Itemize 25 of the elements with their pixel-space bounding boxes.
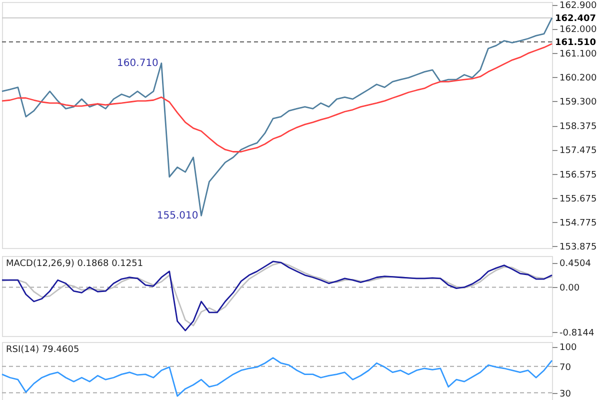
y-tick-label: -0.8144: [560, 328, 595, 338]
y-tick-label: 157.475: [560, 146, 597, 156]
annotation: 160.710: [117, 58, 158, 70]
y-tick-label: 70: [560, 362, 572, 373]
y-tick-label: 100: [560, 343, 577, 354]
line-series: [1, 43, 553, 152]
y-tick-label: 155.675: [560, 194, 597, 204]
line-series: [1, 357, 553, 397]
y-tick-label: 159.300: [560, 97, 597, 108]
ref-line-label: 162.407: [555, 14, 596, 24]
y-tick-label: 161.100: [560, 49, 597, 60]
y-tick-label: 156.575: [560, 170, 597, 180]
annotation: 155.010: [156, 210, 198, 222]
y-tick-label: 154.775: [560, 218, 597, 228]
y-tick-label: 160.200: [560, 73, 597, 84]
chart-title: MACD(12,26,9) 0.1868 0.1251: [6, 259, 144, 269]
y-tick-label: 0.4504: [560, 259, 592, 270]
chart-title: RSI(14) 79.4605: [6, 345, 80, 355]
y-tick-label: 153.875: [560, 242, 597, 252]
ref-line-label: 161.510: [555, 38, 596, 48]
y-tick-label: 30: [560, 389, 572, 400]
y-tick-label: 0.00: [560, 284, 580, 294]
y-tick-label: 162.900: [560, 1, 597, 12]
y-tick-label: 162.000: [560, 25, 597, 36]
y-tick-label: 158.375: [560, 122, 597, 132]
